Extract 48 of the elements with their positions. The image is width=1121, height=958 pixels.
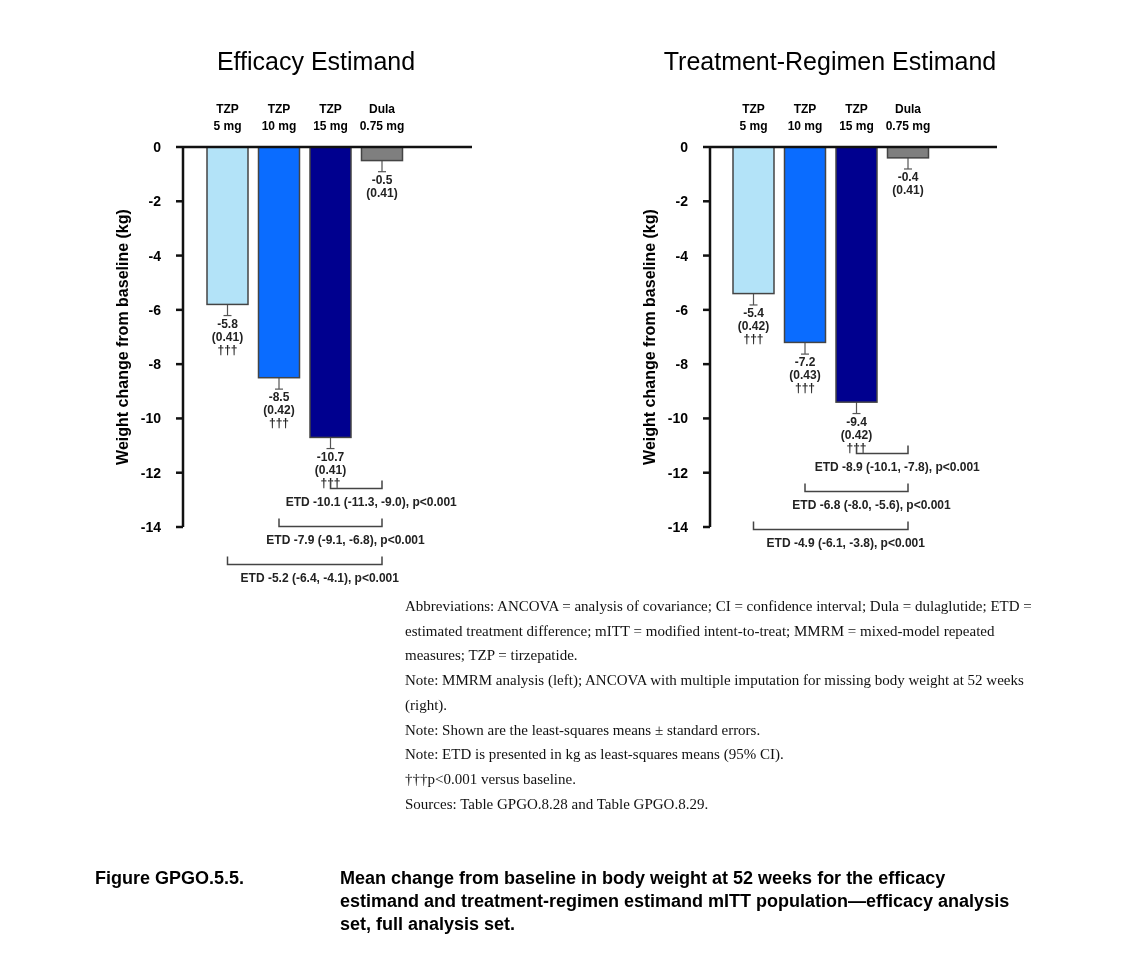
chart-title: Efficacy Estimand bbox=[216, 47, 416, 75]
data-label: -7.2 (0.43) ††† bbox=[789, 355, 821, 396]
chart-title: Treatment-Regimen Estimand bbox=[663, 47, 997, 75]
data-label: -8.5 (0.42) ††† bbox=[263, 390, 295, 431]
x-tick-label: TZP 15 mg bbox=[839, 102, 874, 133]
text: Note: ETD is presented in kg as least-squares means (95% CI). bbox=[405, 746, 784, 764]
y-tick-label: -10 bbox=[667, 410, 689, 427]
text: Mean change from baseline in body weight at 52 weeks for the efficacy estimand and treatment-regimen estimand mITT population—efficacy analysis set, full analysis set. bbox=[340, 868, 1010, 934]
text: Note: Shown are the least-squares means ± standard errors. bbox=[405, 721, 761, 738]
y-tick-label: -10 bbox=[140, 410, 162, 427]
text: Figure GPGO.5.5. bbox=[95, 868, 245, 888]
y-tick-label: 0 bbox=[680, 139, 689, 155]
annotation: ETD -6.8 (-8.0, -5.6), p<0.001 bbox=[792, 497, 952, 512]
x-tick-label: TZP 10 mg bbox=[787, 102, 823, 133]
data-label: -5.4 (0.42) ††† bbox=[737, 305, 770, 346]
y-axis-title: Weight change from baseline (kg) bbox=[641, 209, 658, 465]
source-note: Sources: Table GPGO.8.28 and Table GPGO.8.29. bbox=[405, 795, 709, 812]
x-tick-label: TZP 5 mg bbox=[213, 102, 242, 133]
y-tick-label: -12 bbox=[140, 464, 162, 481]
text: †††p<0.001 versus baseline. bbox=[405, 770, 576, 787]
data-label: -0.5 (0.41) bbox=[366, 172, 398, 200]
y-tick-label: -8 bbox=[148, 356, 162, 373]
text: Note: MMRM analysis (left); ANCOVA with multiple imputation for missing body weight at 52 weeks (right). bbox=[405, 672, 1025, 714]
y-tick-label: -12 bbox=[667, 464, 689, 481]
y-tick-label: -8 bbox=[675, 356, 689, 373]
text: ETD -4.9 (-6.1, -3.8), p<0.001 bbox=[766, 535, 926, 550]
y-tick-label: -14 bbox=[667, 519, 689, 535]
annotation: ETD -8.9 (-10.1, -7.8), p<0.001 bbox=[814, 459, 981, 474]
y-tick-label: -6 bbox=[148, 301, 162, 318]
annotation: ETD -10.1 (-11.3, -9.0), p<0.001 bbox=[285, 494, 458, 509]
x-tick-label: TZP 10 mg bbox=[261, 102, 297, 133]
y-tick-label: 0 bbox=[153, 139, 162, 155]
x-tick-label: TZP 15 mg bbox=[313, 102, 348, 133]
y-tick-label: -4 bbox=[148, 247, 162, 264]
data-label: -5.8 (0.41) ††† bbox=[211, 316, 244, 357]
x-tick-label: TZP 5 mg bbox=[739, 102, 768, 133]
y-tick-label: -14 bbox=[140, 519, 162, 535]
text: Abbreviations: ANCOVA = analysis of covariance; CI = confidence interval; Dula = dulaglutide; ETD = estimated treatment difference; mITT = modified intent-to-treat; MMRM = mixed-model repeated measures; TZP = tirzepatide. bbox=[405, 598, 1032, 664]
y-tick-label: -2 bbox=[148, 193, 162, 210]
text: ETD -5.2 (-6.4, -4.1), p<0.001 bbox=[240, 570, 400, 585]
data-label: -0.4 (0.41) bbox=[892, 169, 924, 197]
x-tick-label: Dula 0.75 mg bbox=[885, 102, 931, 133]
y-axis-title: Weight change from baseline (kg) bbox=[114, 209, 131, 465]
y-tick-label: -4 bbox=[675, 247, 689, 264]
x-tick-label: Dula 0.75 mg bbox=[359, 102, 405, 133]
y-tick-label: -6 bbox=[675, 301, 689, 318]
y-tick-label: -2 bbox=[675, 193, 689, 210]
text: ETD -7.9 (-9.1, -6.8), p<0.001 bbox=[266, 532, 426, 547]
